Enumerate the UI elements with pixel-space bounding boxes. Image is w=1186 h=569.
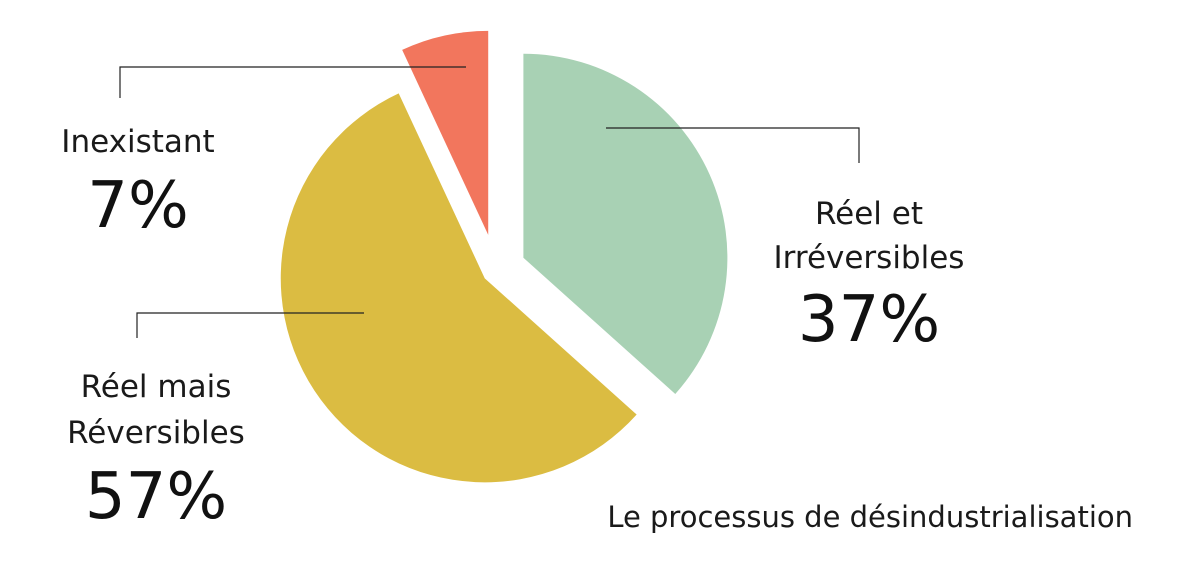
slice-label-reel-mais-reversibles-line-1: Réel mais: [81, 369, 232, 405]
leader-line-reel-mais-reversibles: [136, 312, 364, 338]
leader-line-reel-et-irreversibles: [606, 127, 860, 163]
pie-slice-inexistant: [402, 30, 489, 235]
slice-value-inexistant: 7%: [87, 169, 189, 243]
slice-value-reel-mais-reversibles: 57%: [85, 460, 227, 534]
slice-label-reel-mais-reversibles-line-2: Réversibles: [67, 415, 245, 451]
leader-lines: [119, 66, 860, 338]
slice-label-reel-et-irreversibles-line-2: Irréversibles: [774, 240, 965, 276]
slice-labels: Réel et Irréversibles 37% Réel mais Réversib…: [61, 124, 964, 534]
chart-title: Le processus de désindustrialisation: [607, 500, 1133, 534]
slice-value-reel-et-irreversibles: 37%: [798, 283, 940, 357]
pie-slices: [280, 30, 728, 483]
slice-label-reel-et-irreversibles-line-1: Réel et: [815, 196, 923, 232]
leader-line-inexistant: [119, 66, 466, 98]
pie-slice-reel-mais-reversibles: [280, 93, 637, 483]
slice-label-inexistant-line-1: Inexistant: [61, 124, 214, 160]
pie-slice-reel-et-irreversibles: [523, 53, 728, 394]
